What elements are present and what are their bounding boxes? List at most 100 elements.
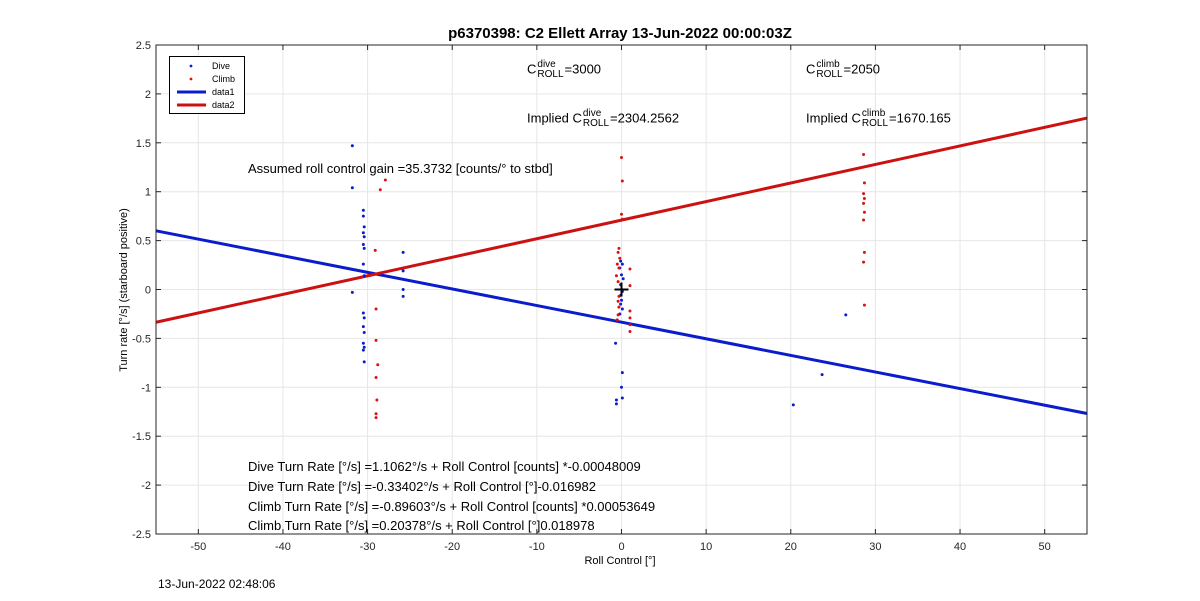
c-roll-dive-letter: C: [527, 61, 537, 77]
plot-area: [155, 116, 1088, 420]
data-point-dive: [621, 277, 625, 281]
implied-climb-prefix: Implied C: [806, 110, 861, 126]
c-roll-climb-sub: ROLL: [816, 69, 843, 80]
data-point-climb: [383, 178, 387, 182]
data-point-climb: [615, 262, 619, 266]
data-point-climb: [374, 338, 378, 342]
axes: -50 -40 -30 -20 -10 0 10 20 30 40 50-2.5-2-1.5-1-0…: [132, 40, 1088, 553]
legend-item-dive: Dive: [170, 60, 244, 72]
implied-dive-sub: ROLL: [582, 118, 610, 129]
implied-climb-sup: climb: [861, 108, 886, 119]
data-point-climb: [614, 274, 618, 278]
data-point-dive: [350, 144, 354, 148]
data-point-dive: [791, 403, 795, 407]
data-point-dive: [361, 214, 365, 218]
data-point-climb: [628, 267, 632, 271]
data-point-climb: [620, 217, 624, 221]
data-point-dive: [401, 288, 405, 291]
data-point-dive: [844, 313, 848, 317]
x-tick-label: -20: [444, 541, 460, 553]
data-point-climb: [620, 179, 624, 183]
data-point-climb: [617, 294, 621, 298]
x-tick-label: -40: [275, 541, 291, 553]
implied-dive-prefix: Implied C: [527, 110, 582, 126]
data-point-dive: [361, 348, 365, 352]
c-roll-climb-sup: climb: [816, 59, 840, 70]
c-roll-climb-scripts: climb ROLL: [816, 60, 842, 80]
legend: Dive Climb data1 data2: [169, 56, 245, 114]
data-point-climb: [617, 266, 621, 270]
y-tick-label: -1: [141, 382, 151, 394]
data-point-dive: [820, 373, 824, 377]
data-point-dive: [401, 294, 405, 298]
data-point-climb: [618, 256, 622, 260]
data-point-dive: [361, 243, 365, 247]
data-point-climb: [374, 416, 378, 420]
data-point-climb: [862, 201, 866, 205]
x-tick-label: -10: [529, 541, 545, 553]
data-point-dive: [401, 250, 405, 254]
data-point-dive: [620, 371, 624, 375]
x-tick-label: -50: [190, 541, 206, 553]
legend-dive-marker: [189, 64, 193, 68]
c-roll-dive-scripts: dive ROLL: [537, 60, 563, 80]
y-tick-label: -1.5: [132, 431, 151, 443]
data-point-dive: [614, 402, 618, 406]
legend-climb-marker: [189, 77, 193, 81]
data-point-climb: [620, 212, 623, 216]
data-point-climb: [862, 181, 866, 185]
implied-dive-sup: dive: [582, 108, 602, 119]
fit-line-data1: [155, 229, 1088, 415]
legend-climb-dot: [189, 77, 193, 81]
data-point-climb: [375, 398, 379, 402]
equation-climb-counts: Climb Turn Rate [°/s] =-0.89603°/s + Rol…: [248, 499, 656, 514]
legend-climb-label: Climb: [212, 74, 236, 84]
x-tick-label: 0: [618, 541, 624, 553]
data-point-dive: [614, 398, 618, 402]
data-point-climb: [862, 250, 866, 254]
data-point-dive: [361, 311, 365, 315]
data-point-climb: [862, 218, 866, 222]
data-point-climb: [373, 248, 377, 252]
y-tick-label: 0.5: [136, 236, 151, 248]
data-point-climb: [376, 363, 380, 367]
data-point-climb: [374, 307, 378, 311]
data-point-climb: [628, 330, 632, 334]
y-tick-label: -2: [141, 480, 151, 492]
x-tick-label: 50: [1039, 541, 1051, 553]
y-axis-label: Turn rate [°/s] (starboard positive): [118, 208, 130, 372]
equation-dive-degrees: Dive Turn Rate [°/s] =-0.33402°/s + Roll…: [248, 479, 596, 494]
data-point-dive: [361, 231, 365, 235]
data-point-climb: [616, 280, 620, 284]
y-tick-label: 0: [145, 285, 151, 297]
timestamp: 13-Jun-2022 02:48:06: [158, 577, 276, 591]
data-point-dive: [362, 331, 366, 335]
implied-climb-scripts: climb ROLL: [862, 109, 888, 129]
legend-dive-dot: [189, 64, 193, 68]
equation-climb-degrees: Climb Turn Rate [°/s] =0.20378°/s + Roll…: [248, 518, 595, 533]
data-point-climb: [862, 197, 866, 201]
data-point-climb: [862, 153, 866, 157]
x-tick-label: 10: [700, 541, 712, 553]
data-point-dive: [350, 186, 354, 190]
data-point-dive: [361, 325, 365, 329]
x-tick-label: -30: [360, 541, 376, 553]
data-point-dive: [350, 290, 354, 294]
data-point-dive: [620, 396, 624, 400]
data-point-climb: [616, 299, 620, 303]
data-point-dive: [619, 302, 623, 306]
data-point-dive: [619, 259, 623, 263]
data-point-dive: [620, 385, 623, 389]
y-tick-label: 1: [145, 187, 151, 199]
data-point-climb: [374, 412, 378, 416]
y-tick-label: 2: [145, 89, 151, 101]
data-point-climb: [616, 313, 620, 317]
x-tick-label: 30: [869, 541, 881, 553]
chart-title: p6370398: C2 Ellett Array 13-Jun-2022 00…: [448, 25, 792, 42]
data-point-dive: [362, 345, 366, 349]
